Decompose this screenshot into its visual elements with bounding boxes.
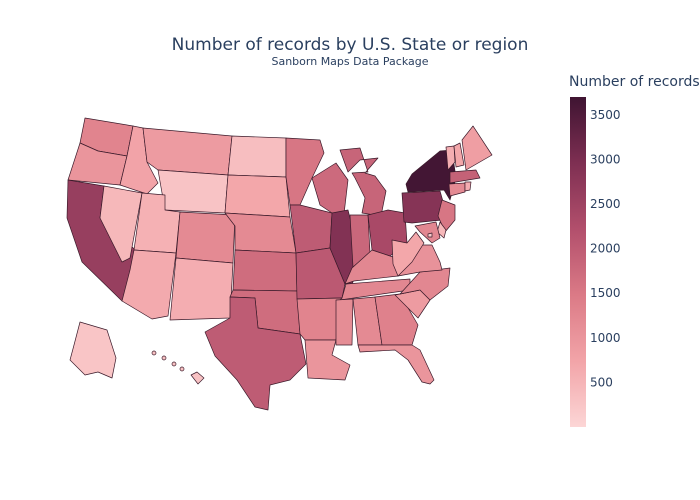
state-ak[interactable]: [69, 321, 117, 379]
state-dc[interactable]: [427, 232, 433, 238]
state-ne[interactable]: [224, 212, 297, 254]
colorbar-title: Number of records: [569, 74, 700, 90]
state-ri[interactable]: [464, 181, 472, 192]
colorbar-tick-label: 2500: [590, 197, 621, 211]
colorbar-tick-label: 3000: [590, 152, 621, 166]
state-hi-island: [179, 366, 185, 372]
state-fl[interactable]: [357, 344, 435, 385]
chart-title: Number of records by U.S. State or regio…: [172, 35, 529, 55]
state-tx[interactable]: [204, 296, 307, 411]
state-co[interactable]: [175, 211, 236, 264]
state-ia[interactable]: [289, 204, 333, 254]
state-ks[interactable]: [232, 249, 298, 292]
state-mt[interactable]: [142, 127, 233, 176]
state-la[interactable]: [304, 339, 351, 381]
state-nj[interactable]: [437, 199, 456, 233]
state-vt[interactable]: [445, 145, 456, 171]
state-ar[interactable]: [296, 297, 343, 341]
colorbar-tick-label: 1500: [590, 286, 621, 300]
state-hi-island: [161, 355, 167, 361]
state-hi[interactable]: [190, 371, 205, 385]
state-nh[interactable]: [453, 142, 465, 168]
colorbar-tick-label: 1000: [590, 331, 621, 345]
state-md[interactable]: [414, 221, 441, 244]
state-wv[interactable]: [391, 231, 425, 277]
state-ma[interactable]: [449, 169, 481, 184]
state-ms[interactable]: [335, 298, 354, 346]
state-hi-island: [151, 350, 157, 356]
state-sd[interactable]: [224, 174, 291, 218]
colorbar-gradient: [570, 97, 586, 427]
colorbar: Number of records 500 1000 1500 2000 2500 300…: [569, 74, 700, 427]
state-me[interactable]: [461, 125, 493, 171]
state-ny[interactable]: [405, 149, 457, 201]
state-az[interactable]: [121, 249, 177, 320]
state-hi-island: [171, 361, 177, 367]
state-mn[interactable]: [285, 137, 325, 206]
state-ct[interactable]: [448, 182, 466, 197]
chart-subtitle: Sanborn Maps Data Package: [271, 55, 428, 68]
state-wy[interactable]: [157, 169, 229, 214]
state-nd[interactable]: [227, 135, 287, 178]
state-nm[interactable]: [169, 257, 234, 321]
colorbar-tick-label: 3500: [590, 108, 621, 122]
state-nv[interactable]: [99, 185, 143, 263]
colorbar-tick-label: 500: [590, 375, 613, 389]
state-pa[interactable]: [401, 190, 445, 224]
us-states: [66, 117, 493, 411]
state-mo[interactable]: [295, 247, 346, 300]
colorbar-tick-label: 2000: [590, 242, 621, 256]
state-wi[interactable]: [311, 162, 349, 215]
